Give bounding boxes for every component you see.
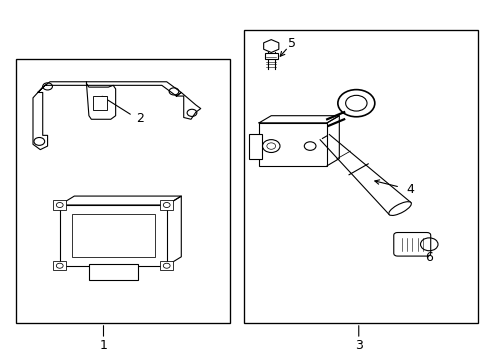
Text: 4: 4 bbox=[405, 183, 413, 196]
Bar bbox=[259, 123, 326, 166]
Text: 1: 1 bbox=[100, 338, 107, 351]
Bar bbox=[93, 96, 107, 111]
Text: 6: 6 bbox=[425, 251, 432, 264]
Bar bbox=[89, 264, 137, 280]
Bar bbox=[53, 261, 66, 270]
Bar bbox=[249, 134, 261, 158]
FancyBboxPatch shape bbox=[393, 233, 430, 256]
Text: 2: 2 bbox=[136, 112, 143, 125]
Text: 5: 5 bbox=[287, 37, 296, 50]
FancyBboxPatch shape bbox=[264, 53, 277, 59]
Bar bbox=[72, 214, 154, 257]
Bar bbox=[160, 261, 173, 270]
Bar bbox=[53, 201, 66, 210]
Bar bbox=[16, 59, 229, 323]
Bar bbox=[244, 30, 477, 323]
Bar bbox=[160, 201, 173, 210]
Ellipse shape bbox=[388, 202, 410, 216]
Bar bbox=[60, 205, 166, 266]
Text: 3: 3 bbox=[354, 338, 362, 351]
